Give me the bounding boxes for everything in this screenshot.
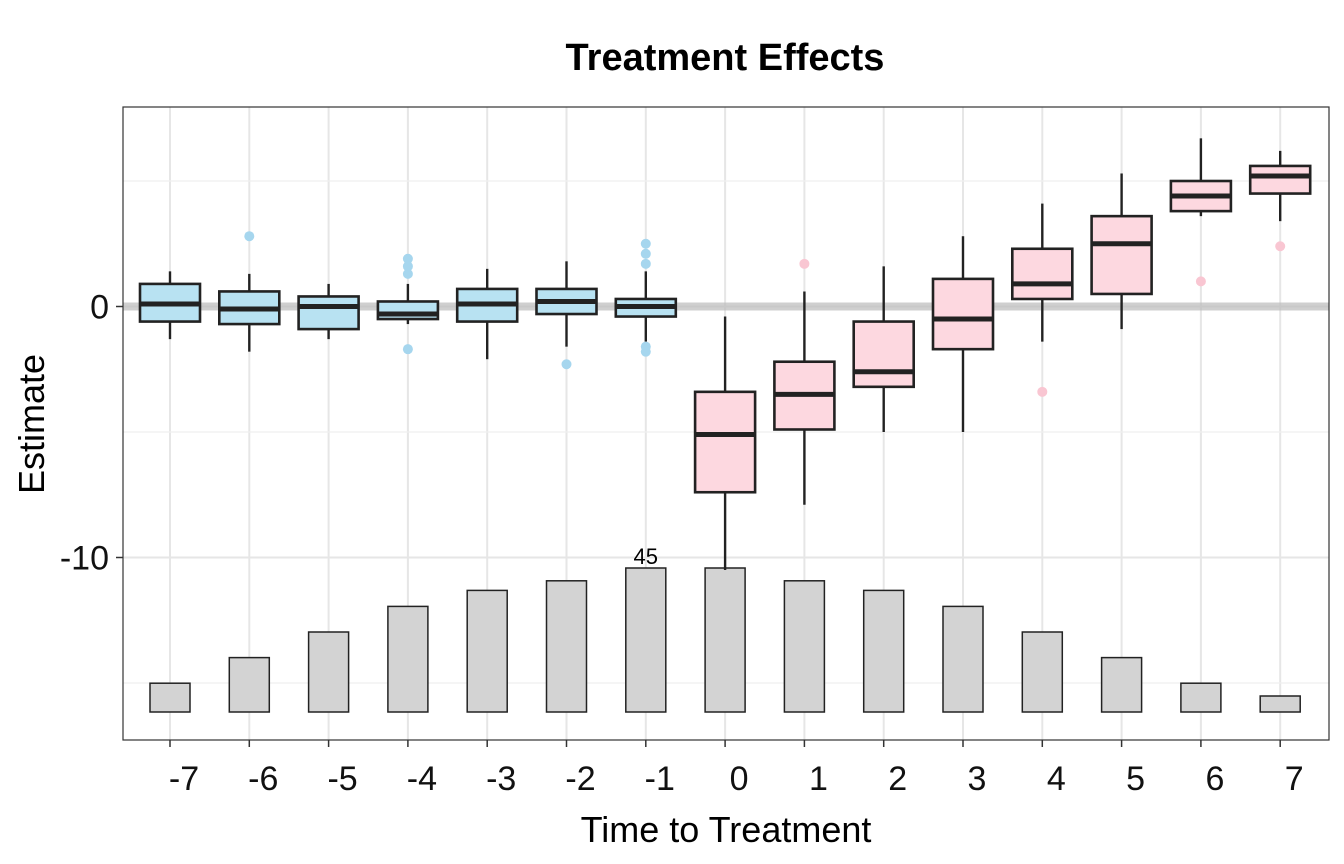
iqr-box (931, 277, 995, 351)
y-axis-ticks: 0 -10 (60, 289, 123, 578)
outlier-point (640, 248, 651, 259)
count-bar (307, 631, 350, 713)
box-group (376, 253, 440, 355)
outlier-point (1275, 241, 1286, 252)
x-tick-label: 0 (730, 760, 749, 798)
x-tick-label: 4 (1047, 760, 1066, 798)
outlier-point (640, 238, 651, 249)
box-group (852, 266, 916, 432)
count-bar (704, 567, 746, 713)
outlier-point (402, 261, 413, 272)
box-plots (138, 138, 1312, 571)
count-bar-label: 45 (634, 544, 658, 569)
box-group (1010, 203, 1074, 397)
box-group (614, 238, 678, 357)
box-group (455, 268, 519, 360)
x-tick-label: -3 (486, 760, 516, 798)
iqr-box (852, 320, 916, 389)
count-bars: 45 (149, 544, 1301, 713)
outlier-point (402, 253, 413, 264)
box-group (773, 258, 836, 505)
count-bar (545, 580, 588, 713)
count-bar (466, 589, 508, 713)
outlier-point (244, 231, 255, 242)
box-group (1248, 150, 1312, 252)
count-bar (862, 589, 905, 713)
outlier-point (640, 346, 651, 357)
box-group (1169, 138, 1233, 287)
outlier-point (799, 258, 810, 269)
y-axis-title: Estimate (11, 354, 52, 494)
box-group (931, 236, 995, 432)
x-tick-label: -2 (565, 760, 595, 798)
x-axis-ticks: -7 -6 -5 -4 -3 -2 -1 0 1 2 3 4 5 6 7 (169, 740, 1304, 798)
iqr-box (1010, 247, 1074, 301)
outlier-point (402, 344, 413, 355)
outlier-point (1037, 386, 1048, 397)
plot-panel-border (122, 106, 1330, 741)
x-tick-label: 2 (888, 760, 907, 798)
box-group (138, 271, 202, 340)
iqr-box (693, 390, 757, 494)
x-tick-label: -1 (645, 760, 675, 798)
box-group (535, 261, 598, 370)
box-group (297, 283, 360, 340)
outlier-point (402, 268, 413, 279)
chart-title: Treatment Effects (566, 37, 885, 79)
count-bar (625, 567, 667, 713)
x-tick-label: 1 (809, 760, 828, 798)
count-bar (1259, 695, 1301, 713)
outlier-point (640, 258, 651, 269)
count-bar (1100, 656, 1143, 713)
count-bar (783, 580, 826, 713)
iqr-box (1090, 214, 1153, 296)
outlier-point (561, 359, 572, 370)
box-group (218, 231, 281, 352)
x-tick-label: -7 (169, 760, 199, 798)
box-group (1090, 173, 1153, 330)
y-tick-label: 0 (90, 289, 109, 327)
x-tick-label: 5 (1126, 760, 1145, 798)
x-tick-label: 7 (1285, 760, 1304, 798)
count-bar (942, 605, 984, 713)
iqr-box (1248, 164, 1312, 195)
iqr-box (297, 295, 360, 331)
x-axis-title: Time to Treatment (581, 809, 872, 850)
x-tick-label: -6 (248, 760, 278, 798)
box-group (693, 316, 757, 571)
count-bar (228, 656, 271, 713)
y-tick-label: -10 (60, 540, 109, 578)
x-tick-label: 3 (968, 760, 987, 798)
x-tick-label: -5 (327, 760, 357, 798)
count-bar (387, 605, 429, 713)
count-bar (1021, 631, 1064, 713)
count-bar (1180, 682, 1222, 713)
outlier-point (1195, 276, 1206, 287)
x-tick-label: -4 (407, 760, 437, 798)
count-bar (149, 682, 191, 713)
x-tick-label: 6 (1205, 760, 1224, 798)
